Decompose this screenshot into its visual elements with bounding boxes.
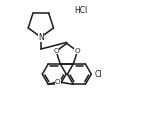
Text: O: O xyxy=(55,79,61,85)
Text: O: O xyxy=(53,48,59,54)
Text: N: N xyxy=(38,33,44,42)
Text: O: O xyxy=(75,48,80,54)
Text: HCl: HCl xyxy=(74,6,87,15)
Text: Cl: Cl xyxy=(95,70,102,79)
